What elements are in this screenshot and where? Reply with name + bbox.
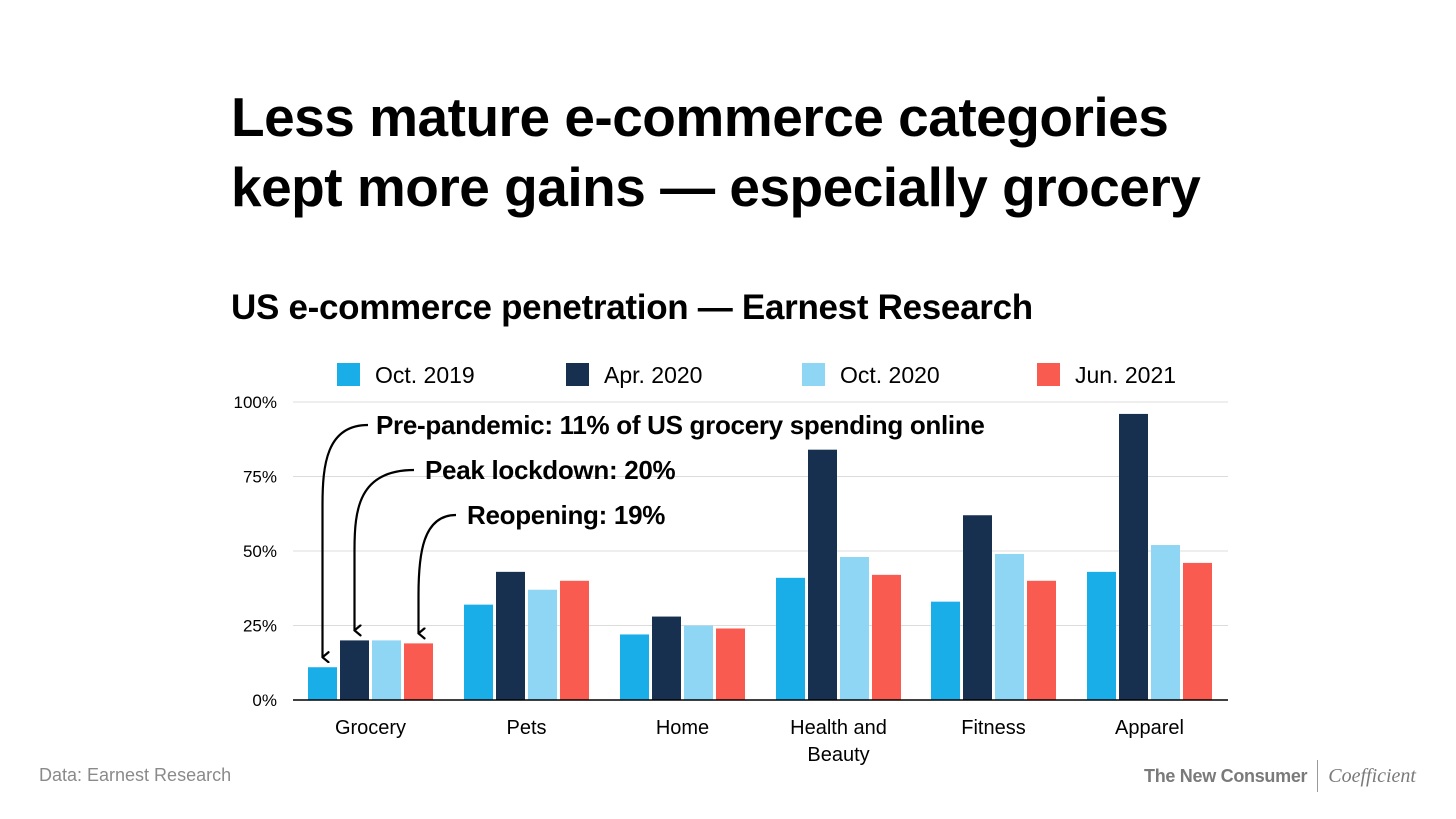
annotation-label: Reopening: 19%	[467, 500, 665, 530]
annotation-label: Peak lockdown: 20%	[425, 455, 676, 485]
legend-item: Oct. 2019	[337, 362, 475, 388]
bar	[620, 634, 649, 700]
chart-subtitle: US e-commerce penetration — Earnest Rese…	[231, 288, 1033, 327]
bar	[1119, 413, 1148, 700]
bars	[308, 413, 1212, 700]
bar	[872, 574, 901, 700]
bar	[840, 556, 869, 700]
bar	[808, 449, 837, 700]
bar	[496, 571, 525, 700]
x-tick-label: Health and Beauty	[790, 717, 887, 766]
legend-swatch	[566, 363, 589, 386]
bar	[1087, 571, 1116, 700]
legend-swatch	[1037, 363, 1060, 386]
legend-item: Jun. 2021	[1037, 362, 1176, 388]
bar	[716, 628, 745, 700]
y-tick-label: 0%	[252, 691, 277, 710]
bar	[1151, 545, 1180, 700]
brand-logos: The New Consumer Coefficient	[1144, 758, 1416, 794]
brand-divider	[1317, 760, 1319, 792]
title-line-2: kept more gains — especially grocery	[231, 156, 1201, 218]
y-tick-label: 50%	[243, 542, 277, 561]
legend: Oct. 2019 Apr. 2020 Oct. 2020 Jun. 2021	[337, 362, 1176, 388]
brand-logo-new-consumer: The New Consumer	[1144, 765, 1308, 786]
bar	[1183, 562, 1212, 700]
bar	[308, 667, 337, 700]
legend-label: Apr. 2020	[604, 362, 702, 388]
bar	[1027, 580, 1056, 700]
bar	[340, 640, 369, 700]
y-tick-label: 75%	[243, 468, 277, 487]
bar	[528, 589, 557, 700]
y-tick-label: 25%	[243, 617, 277, 636]
legend-label: Oct. 2019	[375, 362, 475, 388]
bar	[404, 643, 433, 700]
legend-swatch	[802, 363, 825, 386]
legend-label: Oct. 2020	[840, 362, 940, 388]
annotation-arrow	[353, 468, 415, 630]
bar	[963, 515, 992, 700]
bar	[372, 640, 401, 700]
x-tick-label: Pets	[506, 717, 546, 739]
annotation-arrow	[321, 423, 369, 657]
annotation-arrow	[417, 513, 457, 633]
gridlines	[293, 401, 1228, 626]
bar	[995, 553, 1024, 700]
bar	[931, 601, 960, 700]
x-tick-label: Grocery	[335, 717, 406, 739]
bar	[776, 577, 805, 700]
brand-logo-coefficient: Coefficient	[1328, 764, 1416, 787]
source-note: Data: Earnest Research	[39, 765, 232, 785]
x-tick-label: Home	[656, 717, 709, 739]
legend-item: Apr. 2020	[566, 362, 702, 388]
axes: 0% 25% 50% 75% 100% Grocery Pets Home Health and…	[234, 393, 1228, 766]
legend-swatch	[337, 363, 360, 386]
x-tick-label: Apparel	[1115, 717, 1184, 739]
bar	[652, 616, 681, 700]
legend-label: Jun. 2021	[1075, 362, 1176, 388]
bar	[560, 580, 589, 700]
bar	[684, 625, 713, 700]
bar	[464, 604, 493, 700]
annotations: Pre-pandemic: 11% of US grocery spending…	[321, 410, 985, 657]
chart-title: Less mature e-commerce categories kept m…	[231, 82, 1331, 222]
annotation-label: Pre-pandemic: 11% of US grocery spending…	[376, 410, 985, 440]
legend-item: Oct. 2020	[802, 362, 940, 388]
y-tick-label: 100%	[234, 393, 277, 412]
x-tick-label: Fitness	[961, 717, 1025, 739]
title-line-1: Less mature e-commerce categories	[231, 86, 1169, 148]
